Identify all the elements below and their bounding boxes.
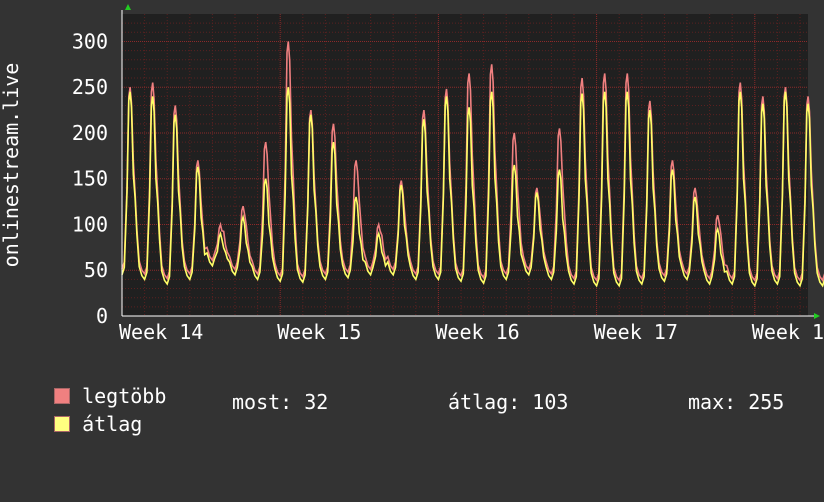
x-tick-label: Week 14: [119, 320, 203, 344]
y-tick-label: 150: [72, 167, 108, 191]
legend-row-max: legtöbb: [30, 363, 166, 407]
x-axis-arrow: [814, 313, 820, 319]
current-value: 32: [304, 390, 329, 414]
average-value: 103: [532, 390, 569, 414]
legtobb-swatch: [54, 388, 71, 404]
max-stat: max: 255: [688, 390, 785, 414]
legend-row-avg: átlag most: 32 átlag: 103 max: 255: [30, 390, 820, 435]
max-value: 255: [748, 390, 785, 414]
x-tick-label: Week 15: [277, 320, 361, 344]
current-stat: most: 32: [232, 390, 329, 414]
y-tick-label: 100: [72, 212, 108, 236]
y-tick-label: 50: [84, 258, 108, 282]
series-line-atlag: [121, 87, 824, 288]
line-chart: 0 50 100 150 200 250 300 Week 14 Week 15 Week 16 W…: [0, 4, 824, 344]
legtobb-legend-label: legtöbb: [82, 384, 167, 408]
x-tick-label: Week 16: [435, 320, 519, 344]
y-tick-label: 250: [72, 75, 108, 99]
y-axis-arrow: [125, 4, 131, 10]
y-tick-label: 300: [72, 29, 108, 53]
x-tick-label: Week 1: [752, 320, 824, 344]
atlag-legend-label: átlag: [82, 412, 143, 436]
y-tick-label: 200: [72, 121, 108, 145]
y-axis-label: onlinestream.live: [0, 63, 23, 268]
average-stat: átlag: 103: [448, 390, 569, 414]
plot-area: 0 50 100 150 200 250 300 Week 14 Week 15 Week 16 W…: [72, 4, 824, 344]
y-tick-label: 0: [96, 304, 108, 328]
x-tick-label: Week 17: [594, 320, 678, 344]
